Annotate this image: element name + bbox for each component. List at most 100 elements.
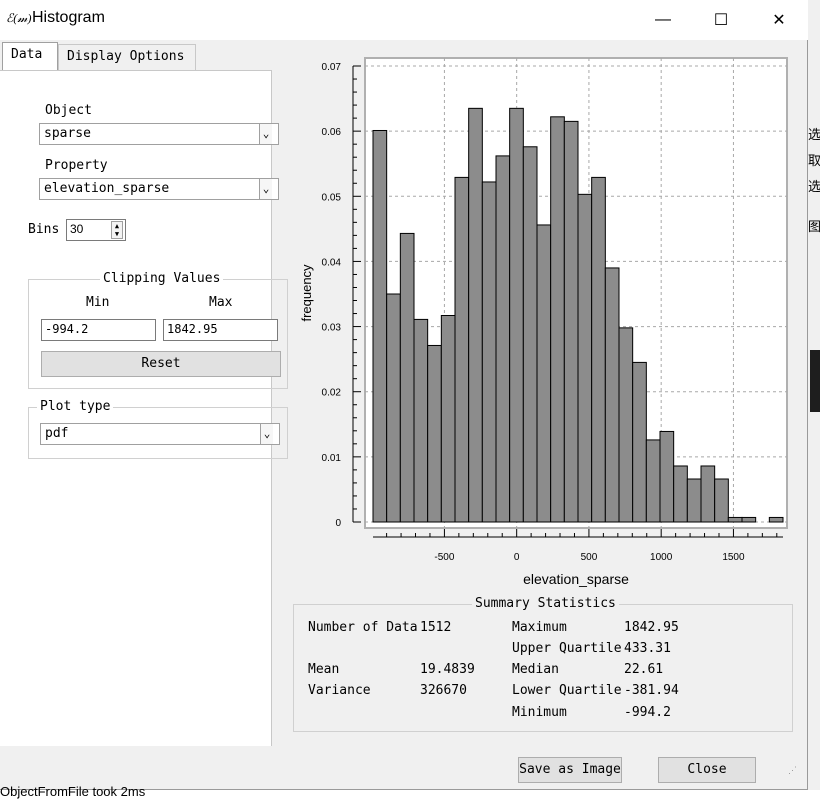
histogram-window: ℰ(𝓂) Histogram — ☐ ✕ Data Display Option… bbox=[0, 0, 808, 790]
chevron-down-icon: ⌄ bbox=[259, 124, 272, 144]
bins-value: 30 bbox=[70, 222, 84, 236]
background-status-text: ObjectFromFile took 2ms bbox=[0, 784, 146, 799]
stat-label: Number of Data bbox=[308, 620, 418, 635]
histogram-bar bbox=[577, 193, 593, 523]
tab-display-options[interactable]: Display Options bbox=[58, 44, 196, 70]
clipping-values-title: Clipping Values bbox=[100, 271, 224, 286]
histogram-bar bbox=[604, 267, 620, 523]
stat-label: Minimum bbox=[512, 705, 567, 720]
histogram-bar bbox=[495, 155, 511, 523]
close-window-button[interactable]: ✕ bbox=[750, 0, 808, 40]
stat-value: 433.31 bbox=[624, 641, 671, 656]
plot-type-label: Plot type bbox=[37, 399, 114, 414]
histogram-bar bbox=[618, 327, 634, 523]
stat-label: Maximum bbox=[512, 620, 567, 635]
save-as-image-button[interactable]: Save as Image bbox=[518, 757, 622, 783]
histogram-bar bbox=[768, 516, 784, 523]
stat-label: Mean bbox=[308, 662, 340, 677]
stat-label: Variance bbox=[308, 683, 371, 698]
histogram-bar bbox=[522, 146, 538, 523]
y-tick-label: 0.07 bbox=[322, 62, 342, 73]
histogram-bar bbox=[440, 314, 456, 523]
close-button-label: Close bbox=[687, 762, 727, 777]
background-char: 选 bbox=[808, 180, 820, 195]
histogram-bar bbox=[386, 293, 401, 523]
x-tick-label: 1000 bbox=[650, 552, 673, 563]
window-title: Histogram bbox=[32, 9, 105, 26]
close-icon: ✕ bbox=[772, 12, 786, 29]
stat-value: 19.4839 bbox=[420, 662, 475, 677]
stat-value: 1842.95 bbox=[624, 620, 679, 635]
y-tick-label: 0.01 bbox=[322, 453, 342, 464]
tab-data[interactable]: Data bbox=[2, 42, 58, 71]
background-dark-block bbox=[810, 350, 820, 412]
histogram-bar bbox=[372, 129, 388, 523]
histogram-bar bbox=[727, 516, 743, 523]
histogram-bar bbox=[468, 107, 483, 523]
tab-data-label: Data bbox=[11, 47, 43, 62]
histogram-bar bbox=[591, 176, 606, 523]
histogram-bar bbox=[686, 478, 702, 523]
background-status-bar: ObjectFromFile took 2ms bbox=[0, 784, 820, 799]
summary-statistics-title: Summary Statistics bbox=[472, 596, 619, 611]
maximize-icon: ☐ bbox=[713, 12, 729, 29]
chevron-down-icon: ⌄ bbox=[259, 179, 272, 199]
histogram-bar bbox=[700, 465, 716, 523]
background-char: 取 bbox=[808, 154, 820, 169]
bins-spinbox[interactable]: 30 ▲ ▼ bbox=[66, 219, 126, 241]
histogram-bar bbox=[741, 516, 757, 523]
minimize-button[interactable]: — bbox=[634, 0, 692, 40]
x-tick-label: 0 bbox=[514, 552, 520, 563]
stat-value: -381.94 bbox=[624, 683, 679, 698]
object-select[interactable]: sparse ⌄ bbox=[39, 123, 279, 145]
histogram-bar bbox=[714, 478, 729, 523]
clipping-min-label: Min bbox=[86, 295, 110, 310]
data-panel: Object sparse ⌄ Property elevation_spars… bbox=[0, 70, 288, 746]
histogram-bar bbox=[454, 176, 470, 523]
stat-value: 22.61 bbox=[624, 662, 664, 677]
y-tick-label: 0.02 bbox=[322, 388, 342, 399]
property-label: Property bbox=[45, 158, 108, 173]
save-as-image-label: Save as Image bbox=[519, 762, 621, 777]
clipping-max-input[interactable]: 1842.95 bbox=[163, 319, 278, 341]
chevron-down-icon: ⌄ bbox=[260, 424, 273, 444]
stat-value: -994.2 bbox=[624, 705, 671, 720]
clipping-max-label: Max bbox=[209, 295, 233, 310]
bins-label: Bins bbox=[28, 222, 60, 237]
stat-value: 326670 bbox=[420, 683, 467, 698]
title-bar: ℰ(𝓂) Histogram — ☐ ✕ bbox=[0, 0, 808, 40]
histogram-bar bbox=[659, 430, 675, 523]
stat-label: Lower Quartile bbox=[512, 683, 622, 698]
property-select[interactable]: elevation_sparse ⌄ bbox=[39, 178, 279, 200]
histogram-bar bbox=[550, 116, 565, 523]
histogram-chart: 0 0.01 0.02 0.03 0.04 0.05 0.06 0.07 frequency -5… bbox=[299, 57, 788, 587]
stat-label: Median bbox=[512, 662, 559, 677]
histogram-bar bbox=[536, 224, 552, 523]
x-tick-label: 500 bbox=[581, 552, 598, 563]
y-axis-label: frequency bbox=[299, 264, 314, 322]
spin-arrows-icon[interactable]: ▲ ▼ bbox=[111, 221, 123, 239]
y-tick-label: 0.03 bbox=[322, 323, 342, 334]
resize-grip-icon[interactable]: ⋰ bbox=[788, 766, 797, 776]
background-char: 图 bbox=[808, 220, 820, 235]
close-button[interactable]: Close bbox=[658, 757, 756, 783]
x-axis-label: elevation_sparse bbox=[523, 571, 629, 587]
plot-type-group bbox=[28, 407, 288, 459]
y-tick-label: 0.06 bbox=[322, 127, 342, 138]
property-select-value: elevation_sparse bbox=[44, 181, 170, 196]
app-icon: ℰ(𝓂) bbox=[6, 11, 32, 25]
x-tick-label: 1500 bbox=[722, 552, 745, 563]
maximize-button[interactable]: ☐ bbox=[692, 0, 750, 40]
x-tick-label: -500 bbox=[434, 552, 454, 563]
histogram-bar bbox=[563, 120, 579, 523]
clipping-min-input[interactable]: -994.2 bbox=[41, 319, 156, 341]
reset-button[interactable]: Reset bbox=[41, 351, 281, 377]
stat-label: Upper Quartile bbox=[512, 641, 622, 656]
background-char: 选 bbox=[808, 128, 820, 143]
reset-button-label: Reset bbox=[141, 356, 181, 371]
histogram-bar bbox=[413, 318, 429, 523]
histogram-bar bbox=[427, 344, 442, 523]
histogram-bar bbox=[481, 181, 497, 523]
histogram-bar bbox=[645, 439, 661, 523]
plot-type-select[interactable]: pdf ⌄ bbox=[40, 423, 280, 445]
